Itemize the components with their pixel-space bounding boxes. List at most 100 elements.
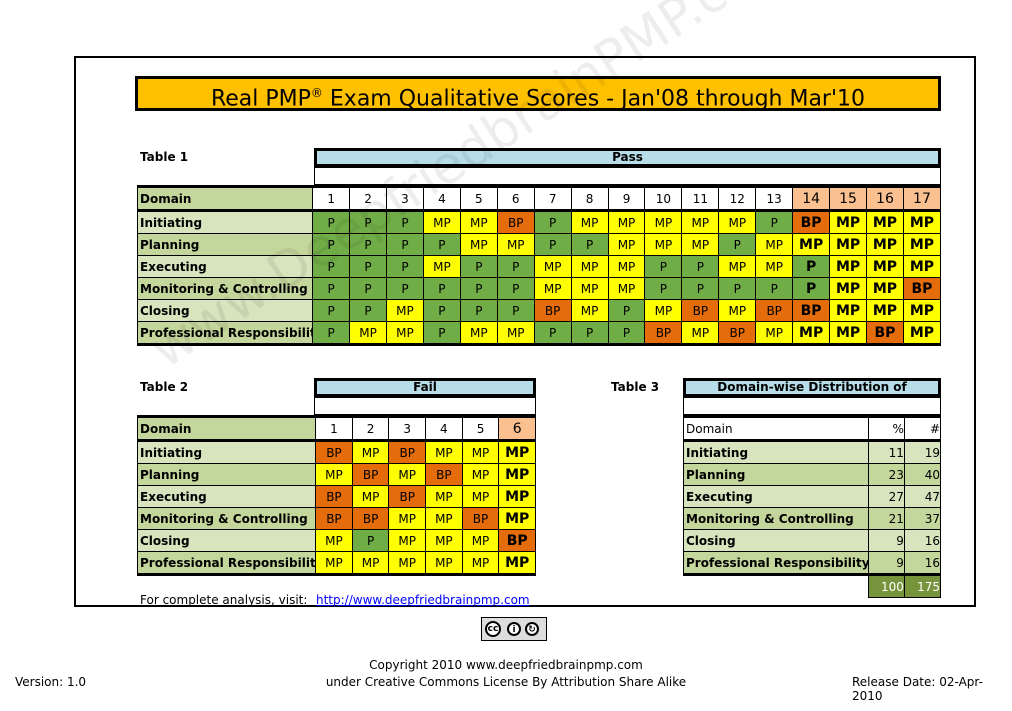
score-cell: MP xyxy=(570,299,609,322)
score-cell: MP xyxy=(425,440,463,464)
score-cell: BP xyxy=(315,485,353,508)
score-cell: MP xyxy=(461,529,500,552)
copyright-line2: under Creative Commons License By Attrib… xyxy=(325,675,687,689)
score-cell: MP xyxy=(792,233,831,256)
score-cell: MP xyxy=(351,551,390,576)
score-cell: BP xyxy=(461,507,500,530)
table1-band: Pass xyxy=(314,148,941,167)
domain-cell: Professional Responsibility xyxy=(683,551,869,576)
score-cell: P xyxy=(312,210,351,234)
score-cell: P xyxy=(755,210,794,234)
score-cell: MP xyxy=(644,210,683,234)
column-header: 3 xyxy=(388,415,427,442)
score-cell: MP xyxy=(644,299,683,322)
score-cell: MP xyxy=(459,210,498,234)
column-header: 3 xyxy=(386,185,424,212)
domain-cell: Closing xyxy=(683,529,869,552)
percent-cell: 9 xyxy=(867,529,905,552)
table2-band: Fail xyxy=(314,378,536,397)
score-cell: P xyxy=(312,277,351,300)
score-cell: MP xyxy=(315,463,353,486)
score-cell: MP xyxy=(570,210,609,234)
score-cell: BP xyxy=(755,299,794,322)
score-cell: MP xyxy=(866,277,904,300)
score-cell: MP xyxy=(533,277,572,300)
score-cell: MP xyxy=(496,233,535,256)
table-row: Professional Responsibility MP MP MP MP MP MP xyxy=(136,551,536,576)
table2-grid: Domain 1 2 3 4 5 6 Initiating BP MP BP MP MP MP Planni… xyxy=(136,415,536,576)
page-title: Real PMP® Exam Qualitative Scores - Jan'… xyxy=(135,76,941,111)
score-cell: MP xyxy=(829,321,867,346)
column-header: 6 xyxy=(498,415,536,442)
domain-header: Domain xyxy=(136,185,314,212)
score-cell: MP xyxy=(461,551,500,576)
table3-band: Domain-wise Distribution of Questions xyxy=(683,378,941,407)
table3-blank-row xyxy=(683,397,941,415)
score-cell: BP xyxy=(315,440,353,464)
score-cell: P xyxy=(459,277,498,300)
percent-cell: 9 xyxy=(867,551,905,576)
table3-grid: Domain% # Initiating 11 19 Planning 23 40 Execut… xyxy=(683,415,942,598)
spacer-cell xyxy=(684,575,869,598)
score-cell: MP xyxy=(388,551,427,576)
table2-blank-row xyxy=(314,397,536,415)
column-header: 9 xyxy=(607,185,646,212)
column-header: 5 xyxy=(461,415,500,442)
column-header: 4 xyxy=(422,185,461,212)
score-cell: MP xyxy=(315,529,353,552)
score-cell: P xyxy=(533,233,572,256)
table1-grid: Domain 1 2 3 4 5 6 7 8 9 10 11 12 13 14 15 16 17 Initiatin… xyxy=(136,185,942,346)
score-cell: P xyxy=(459,255,498,278)
score-cell: P xyxy=(459,299,498,322)
score-cell: MP xyxy=(351,485,390,508)
column-header: 4 xyxy=(425,415,463,442)
score-cell: P xyxy=(496,277,535,300)
domain-cell: Executing xyxy=(136,255,314,278)
column-header: 2 xyxy=(351,415,390,442)
column-header: 7 xyxy=(533,185,572,212)
share-alike-icon: ↻ xyxy=(525,622,539,636)
score-cell: MP xyxy=(866,233,904,256)
analysis-link[interactable]: http://www.deepfriedbrainpmp.com xyxy=(316,593,530,607)
score-cell: MP xyxy=(681,233,720,256)
score-cell: MP xyxy=(422,255,461,278)
score-cell: BP xyxy=(388,440,427,464)
count-cell: 40 xyxy=(903,463,942,486)
count-cell: 47 xyxy=(903,485,942,508)
score-cell: BP xyxy=(351,463,390,486)
column-header: 14 xyxy=(792,185,831,212)
percent-cell: 21 xyxy=(867,507,905,530)
score-cell: MP xyxy=(422,210,461,234)
domain-cell: Professional Responsibility xyxy=(136,551,317,576)
score-cell: P xyxy=(607,321,646,346)
score-cell: BP xyxy=(902,277,942,300)
column-header: 11 xyxy=(681,185,720,212)
score-cell: MP xyxy=(496,321,535,346)
score-cell: MP xyxy=(755,233,794,256)
score-cell: MP xyxy=(607,233,646,256)
column-header: 2 xyxy=(349,185,388,212)
score-cell: P xyxy=(681,277,720,300)
domain-cell: Closing xyxy=(136,299,314,322)
score-cell: MP xyxy=(425,485,463,508)
count-cell: 16 xyxy=(903,551,942,576)
score-cell: MP xyxy=(461,440,500,464)
score-cell: MP xyxy=(644,233,683,256)
score-cell: P xyxy=(718,233,757,256)
domain-cell: Monitoring & Controlling xyxy=(136,277,314,300)
table-row: Initiating P P P MP MP BP P MP MP MP MP MP P BP MP MP MP xyxy=(136,210,942,234)
total-percent: 100 xyxy=(867,574,905,598)
table-row: Monitoring & Controlling 21 37 xyxy=(683,507,942,530)
score-cell: MP xyxy=(866,255,904,278)
score-cell: MP xyxy=(425,551,463,576)
score-cell: P xyxy=(349,299,388,322)
score-cell: MP xyxy=(755,255,794,278)
domain-cell: Planning xyxy=(136,233,314,256)
score-cell: MP xyxy=(425,507,463,530)
domain-header: Domain xyxy=(136,415,317,442)
score-cell: MP xyxy=(607,255,646,278)
score-cell: P xyxy=(644,277,683,300)
cc-icon: cc xyxy=(485,621,501,637)
column-header: 12 xyxy=(718,185,757,212)
score-cell: MP xyxy=(351,440,390,464)
